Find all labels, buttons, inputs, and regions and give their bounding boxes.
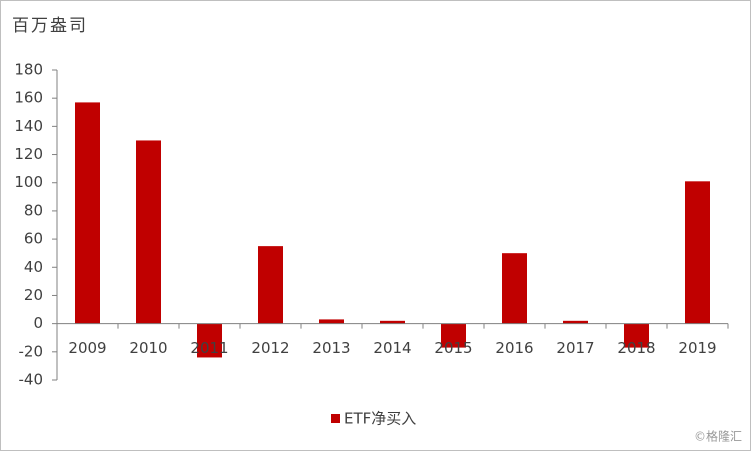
x-tick-label: 2013	[312, 339, 350, 357]
x-tick-label: 2011	[190, 339, 228, 357]
bar	[685, 181, 710, 324]
x-tick-label: 2012	[251, 339, 289, 357]
bar	[258, 246, 283, 324]
watermark: ©格隆汇	[694, 429, 742, 444]
y-tick-label: 140	[14, 117, 43, 135]
y-tick-label: 80	[24, 201, 43, 219]
y-tick-label: -20	[19, 342, 44, 360]
x-tick-label: 2018	[617, 339, 655, 357]
bar	[380, 320, 405, 324]
y-tick-label: 60	[24, 230, 43, 248]
legend-label: ETF净买入	[344, 410, 416, 428]
x-tick-label: 2017	[556, 339, 594, 357]
bar	[624, 323, 649, 348]
y-axis-label: 百万盎司	[12, 16, 88, 36]
y-tick-label: 160	[14, 89, 43, 107]
bar	[441, 323, 466, 348]
x-tick-label: 2014	[373, 339, 411, 357]
x-tick-label: 2019	[678, 339, 716, 357]
bar	[197, 323, 222, 358]
x-tick-label: 2009	[68, 339, 106, 357]
legend-swatch	[331, 414, 340, 423]
x-tick-label: 2010	[129, 339, 167, 357]
y-tick-label: 0	[33, 314, 43, 332]
y-tick-label: 20	[24, 286, 43, 304]
x-tick-label: 2015	[434, 339, 472, 357]
bar	[136, 140, 161, 324]
y-tick-label: 120	[14, 145, 43, 163]
bar	[502, 253, 527, 324]
y-tick-label: 40	[24, 258, 43, 276]
y-tick-label: -40	[19, 371, 44, 389]
bar	[563, 320, 588, 324]
bar	[319, 319, 344, 324]
y-tick-label: 100	[14, 173, 43, 191]
y-tick-label: 180	[14, 61, 43, 79]
x-tick-label: 2016	[495, 339, 533, 357]
bar	[75, 102, 100, 324]
